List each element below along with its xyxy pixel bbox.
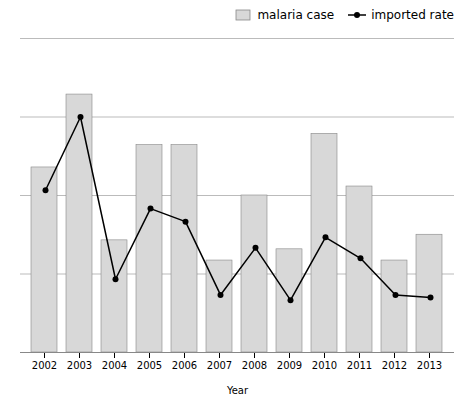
svg-text:2006: 2006 [172,360,197,371]
html-text:imported rate: imported rate [371,8,454,22]
svg-text:2013: 2013 [417,360,442,371]
svg-text:2007: 2007 [207,360,232,371]
svg-text:2010: 2010 [312,360,337,371]
svg-text:2009: 2009 [277,360,302,371]
svg-text:Year: Year [226,385,249,396]
svg-text:2002: 2002 [32,360,57,371]
svg-text:2004: 2004 [102,360,127,371]
svg-text:2008: 2008 [242,360,267,371]
svg-text:2011: 2011 [347,360,372,371]
svg-text:2005: 2005 [137,360,162,371]
html-text:malaria case: malaria case [257,8,335,22]
svg-text:2003: 2003 [67,360,92,371]
svg-text:2012: 2012 [382,360,407,371]
